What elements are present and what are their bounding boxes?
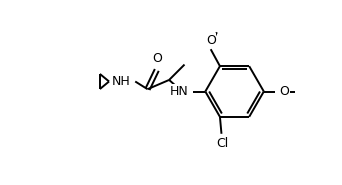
Text: O: O (153, 52, 162, 65)
Text: O: O (206, 34, 216, 47)
Text: HN: HN (170, 85, 188, 98)
Text: Cl: Cl (216, 137, 228, 150)
Text: O: O (279, 85, 289, 98)
Text: NH: NH (112, 75, 131, 88)
